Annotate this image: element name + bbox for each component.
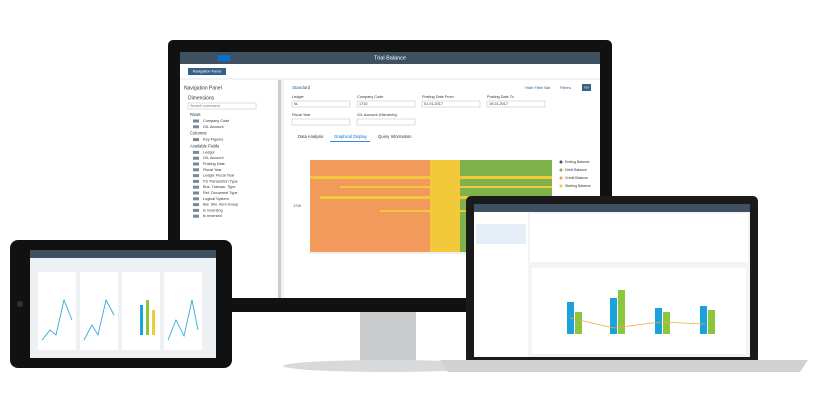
- filter-input[interactable]: [356, 118, 416, 126]
- filter-value[interactable]: 19.01.2017: [489, 102, 508, 106]
- field-icon: [193, 179, 199, 183]
- field-item[interactable]: Ref. Document Type: [203, 191, 238, 195]
- field-item[interactable]: FS Transaction Type: [203, 179, 238, 183]
- legend-swatch: [559, 176, 563, 180]
- field-icon: [193, 156, 199, 160]
- scrollbar: [278, 80, 281, 298]
- filter-input[interactable]: [356, 100, 416, 108]
- app-title: Trial Balance: [374, 55, 406, 61]
- field-icon: [193, 208, 199, 212]
- go-button[interactable]: [582, 84, 591, 91]
- tab[interactable]: Data Analysis: [298, 134, 323, 139]
- field-icon: [193, 125, 199, 129]
- legend-swatch: [559, 168, 563, 172]
- sap-logo: [218, 55, 230, 61]
- filter-input[interactable]: [291, 118, 351, 126]
- toolbar: [180, 64, 600, 78]
- legend-label: Credit Balance: [565, 176, 588, 180]
- field-item[interactable]: Bus. Transac. Type: [203, 185, 235, 189]
- field-item[interactable]: Logical System: [203, 197, 229, 201]
- search-placeholder[interactable]: Search command: [190, 104, 220, 108]
- nav-button[interactable]: [188, 68, 226, 75]
- monitor-base: [283, 360, 493, 372]
- filter-value[interactable]: 0L: [294, 102, 298, 106]
- shell-bar: [180, 52, 600, 64]
- tablet-tiles: [38, 272, 202, 350]
- filter-label: Posting Date From: [422, 95, 454, 99]
- filter-value[interactable]: 1710: [359, 102, 367, 106]
- go-label[interactable]: Go: [584, 85, 589, 89]
- filters-button[interactable]: Filters: [560, 85, 571, 90]
- field-item[interactable]: Company Code: [203, 119, 229, 123]
- chart-row-label: 1710: [293, 204, 301, 208]
- section-label: Columns: [190, 131, 207, 136]
- chart-block: [310, 160, 430, 252]
- legend-swatch: [559, 184, 563, 188]
- legend-label: Starting Balance: [565, 184, 591, 188]
- field-icon: [193, 138, 199, 142]
- field-item[interactable]: Is reversing: [203, 208, 223, 212]
- laptop-list-item: [476, 224, 526, 244]
- field-icon: [193, 174, 199, 178]
- field-icon: [193, 119, 199, 123]
- tab-underline: [330, 141, 370, 142]
- field-icon: [193, 197, 199, 201]
- filter-input[interactable]: [421, 100, 481, 108]
- filter-value[interactable]: 01.01.2017: [424, 102, 443, 106]
- section-label: Available Fields: [190, 144, 219, 149]
- filter-label: G/L Account (Hierarchy): [357, 113, 398, 117]
- variant[interactable]: Standard: [292, 85, 311, 90]
- laptop-shell: [474, 204, 750, 212]
- filter-label: Ledger: [292, 95, 305, 99]
- search-box[interactable]: [187, 102, 257, 110]
- tab[interactable]: Query Information: [378, 134, 412, 139]
- legend-label: Ending Balance: [565, 160, 590, 164]
- field-item[interactable]: Posting Date: [203, 162, 225, 166]
- panel-title: Navigation Panel: [184, 85, 222, 91]
- field-item[interactable]: Is reversed: [203, 214, 222, 218]
- field-icon: [193, 162, 199, 166]
- field-icon: [193, 150, 199, 154]
- tablet-shell: [30, 250, 216, 258]
- section-label: Rows: [190, 112, 200, 117]
- laptop-header: [530, 214, 748, 262]
- field-item[interactable]: Fiscal Year: [203, 168, 222, 172]
- field-item[interactable]: G/L Account: [203, 156, 224, 160]
- hide-filter-bar[interactable]: Hide Filter Bar: [525, 85, 551, 90]
- tab[interactable]: Graphical Display: [334, 134, 368, 139]
- nav-button-label[interactable]: Navigation Panel: [193, 70, 222, 74]
- laptop-base: [440, 360, 808, 372]
- field-icon: [193, 203, 199, 207]
- filter-input[interactable]: [486, 100, 546, 108]
- filter-label: Fiscal Year: [292, 113, 311, 117]
- field-icon: [193, 214, 199, 218]
- legend-label: Debit Balance: [565, 168, 587, 172]
- dimensions-title: Dimensions: [188, 95, 215, 101]
- field-item[interactable]: Bal. Sim. Item Group: [203, 203, 238, 207]
- tablet-button: [17, 301, 23, 307]
- field-item[interactable]: Ledger Fiscal Year: [203, 174, 235, 178]
- field-icon: [193, 168, 199, 172]
- field-item[interactable]: Ledger: [203, 150, 216, 154]
- field-item[interactable]: Key Figures: [203, 138, 223, 142]
- filter-label: Company Code: [357, 95, 383, 99]
- filter-label: Posting Date To: [487, 95, 514, 99]
- laptop-line: [569, 317, 706, 329]
- field-icon: [193, 185, 199, 189]
- field-icon: [193, 191, 199, 195]
- legend-swatch: [559, 160, 563, 164]
- monitor-neck: [360, 305, 416, 365]
- filter-input[interactable]: [291, 100, 351, 108]
- field-item[interactable]: G/L Account: [203, 125, 224, 129]
